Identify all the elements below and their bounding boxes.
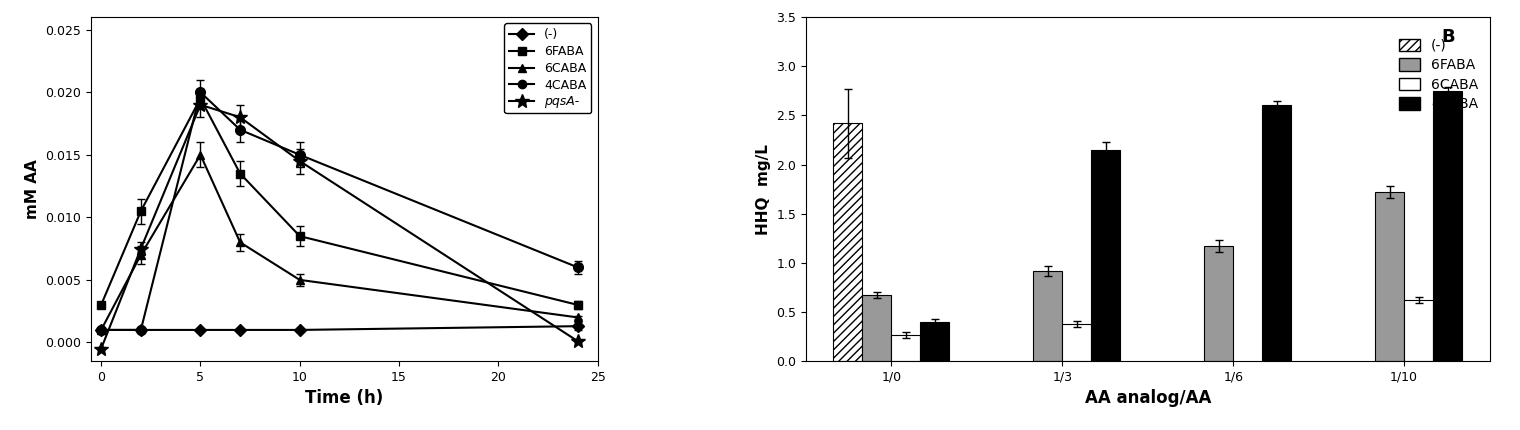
Bar [921,322,950,361]
Bar [891,335,921,361]
Bar [1062,324,1091,361]
Bar [1376,192,1404,361]
Text: B: B [1442,28,1455,46]
Legend: (-), 6FABA, 6CABA, 4CABA, pqsA-: (-), 6FABA, 6CABA, 4CABA, pqsA- [505,24,591,114]
Y-axis label: mM AA: mM AA [24,160,40,219]
X-axis label: AA analog/AA: AA analog/AA [1085,390,1211,408]
Bar [1034,271,1062,361]
Bar [862,295,891,361]
Bar [1091,150,1120,361]
Bar [1404,300,1433,361]
Bar [1262,104,1292,361]
Bar [1433,91,1462,361]
Legend: (-), 6FABA, 6CABA, 4CABA: (-), 6FABA, 6CABA, 4CABA [1395,34,1482,116]
Bar [833,123,862,361]
Y-axis label: HHQ  mg/L: HHQ mg/L [755,144,771,235]
Text: A: A [550,28,564,46]
X-axis label: Time (h): Time (h) [306,390,383,408]
Bar [1204,246,1233,361]
